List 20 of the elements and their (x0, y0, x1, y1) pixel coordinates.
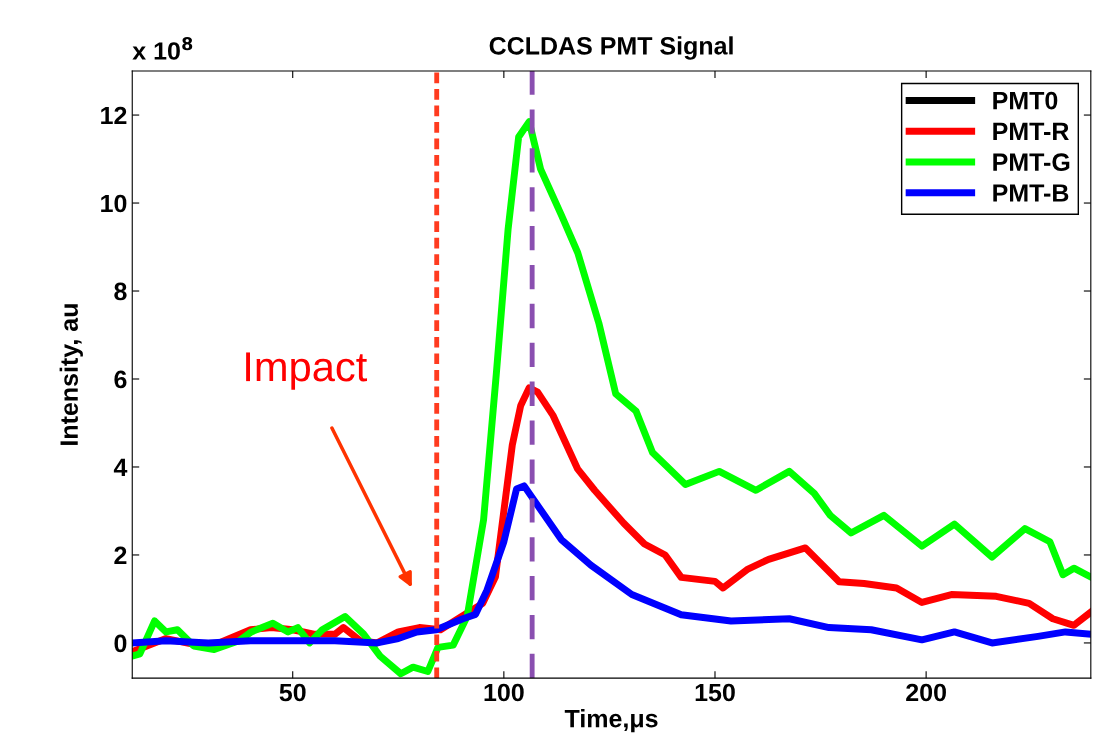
x-tick-label: 200 (906, 683, 946, 702)
y-tick-label: 12 (101, 106, 127, 125)
y-tick-label: 0 (114, 634, 127, 653)
legend-label: PMT-B (993, 184, 1069, 202)
chart-title: CCLDAS PMT Signal (489, 36, 733, 60)
legend-label: PMT-R (993, 122, 1069, 140)
y-tick-label: 2 (114, 546, 127, 565)
text: x 10$^{8}$ (132, 37, 193, 60)
y-tick-label: 4 (113, 458, 128, 477)
y-tick-label: 6 (114, 370, 127, 389)
x-tick-label: 50 (279, 683, 306, 702)
x-tick-label: 100 (484, 683, 524, 702)
legend-label: PMT0 (993, 91, 1058, 110)
legend-label: PMT-G (993, 153, 1070, 172)
y-axis-title: Intensity, au (59, 304, 83, 445)
x-axis-title: Time,μs (564, 709, 658, 733)
y-tick-label: 8 (114, 282, 127, 301)
annotation: Impact (246, 352, 368, 390)
y-tick-label: 10 (101, 194, 127, 213)
x-tick-label: 150 (695, 683, 735, 702)
